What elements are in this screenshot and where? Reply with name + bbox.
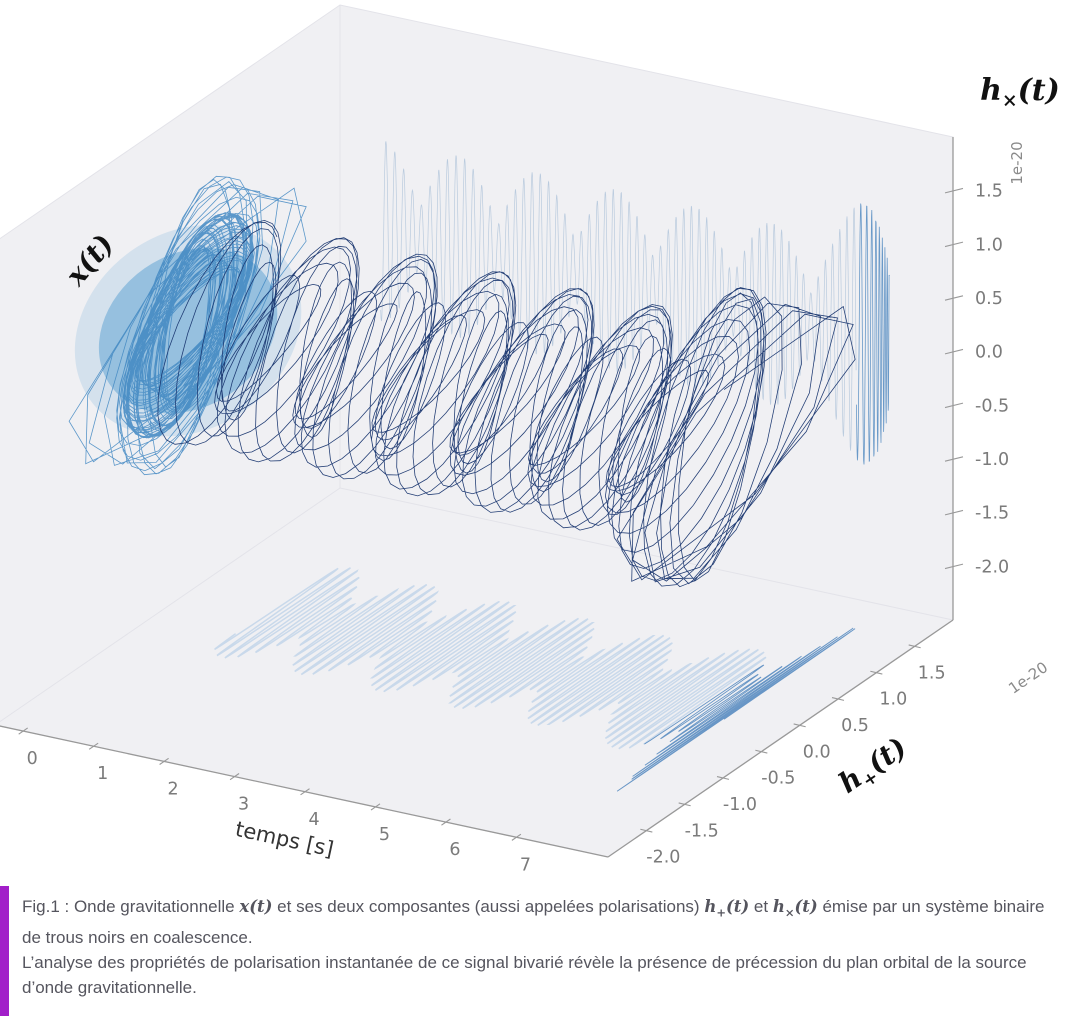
h-cross-offset-label: 1e-20 <box>1008 141 1026 184</box>
tick-label: 2 <box>168 779 179 799</box>
h-cross-tick <box>944 563 964 570</box>
caption-text-segment: L’analyse des propriétés de polarisation… <box>22 953 1027 998</box>
tick-label: -1.5 <box>975 504 1009 524</box>
tick-label: 1 <box>97 764 108 784</box>
h-plus-tick <box>870 670 883 675</box>
h-plus-tick <box>793 723 806 728</box>
tick-label: 0 <box>27 749 38 769</box>
h-cross-tick <box>944 509 964 516</box>
caption-text-segment: émise par un système binaire de trous no… <box>22 897 1045 948</box>
tick-label: 1.5 <box>918 663 946 683</box>
tick-label: 0.5 <box>841 716 869 736</box>
tick-label: 1.5 <box>975 182 1003 202</box>
tick-label: -1.0 <box>723 795 757 815</box>
h-plus-tick <box>640 828 653 833</box>
time-tick <box>370 803 381 811</box>
wall-polarisation-spiral <box>68 175 307 476</box>
math-symbol: h×(t) <box>772 897 818 920</box>
time-tick <box>511 833 522 841</box>
h-plus-tick <box>678 802 691 807</box>
tick-label: -2.0 <box>975 557 1009 577</box>
signal-3d-curve <box>157 219 856 588</box>
h-cross-tick <box>944 241 964 248</box>
figure-caption: Fig.1 : Onde gravitationnelle x(t) et se… <box>0 884 1070 1025</box>
h-plus-tick <box>716 776 730 780</box>
tick-label: 3 <box>238 795 249 815</box>
time-tick <box>159 757 169 765</box>
tick-label: 4 <box>308 810 319 830</box>
math-symbol: h+(t) <box>704 897 750 920</box>
backwall-hcross-projection-merger <box>856 203 890 465</box>
time-tick <box>88 742 99 750</box>
caption-text-segment: et ses deux composantes (aussi appelées … <box>272 897 705 916</box>
tick-label: -0.5 <box>975 396 1009 416</box>
gravitational-wave-3d-curve <box>157 219 856 588</box>
tick-label: -2.0 <box>646 848 680 868</box>
tick-label: 1.0 <box>879 690 907 710</box>
tick-label: 1.0 <box>975 235 1003 255</box>
projections <box>68 141 890 792</box>
floor-hplus-projection-merger <box>616 627 856 792</box>
h-cross-tick <box>944 187 964 194</box>
floor-hplus-projection <box>214 567 767 750</box>
tick-label: -1.5 <box>685 821 719 841</box>
pane-inner-edge <box>339 487 954 621</box>
tick-label: 0.0 <box>975 343 1003 363</box>
caption-text: Fig.1 : Onde gravitationnelle x(t) et se… <box>22 894 1062 1000</box>
tick-label: 0.0 <box>803 742 831 762</box>
wall-spiral-core <box>98 247 278 414</box>
h-cross-tick <box>944 456 964 462</box>
tick-label: 7 <box>520 855 531 875</box>
h-plus-axis-title: h+(t) <box>833 731 915 804</box>
h-cross-axis-title: h×(t) <box>980 73 1060 112</box>
h-cross-tick <box>944 295 964 301</box>
h-plus-tick <box>831 697 845 701</box>
caption-text-segment: Fig.1 : Onde gravitationnelle <box>22 897 240 916</box>
h-plus-tick <box>755 749 768 754</box>
tick-label: 6 <box>449 840 460 860</box>
tick-label: 0.5 <box>975 289 1003 309</box>
h-cross-tick <box>944 402 964 409</box>
backwall-hcross-projection <box>380 141 857 451</box>
time-axis-line <box>0 725 609 858</box>
time-axis-title: temps [s] <box>233 817 336 862</box>
axes <box>0 137 964 858</box>
h-cross-tick <box>944 348 964 355</box>
caption-accent-bar <box>0 886 9 1016</box>
h-plus-offset-label: 1e-20 <box>1005 658 1051 697</box>
h-plus-axis-line <box>607 619 954 858</box>
math-symbol: x(t) <box>239 897 273 916</box>
time-tick <box>300 788 310 796</box>
time-tick <box>229 773 240 781</box>
tick-label: 5 <box>379 825 390 845</box>
pane-inner-edge <box>0 487 341 723</box>
h-plus-tick <box>908 644 921 649</box>
tick-label: -0.5 <box>761 769 795 789</box>
time-tick <box>441 818 451 826</box>
time-tick <box>18 727 28 735</box>
tick-label: -1.0 <box>975 450 1009 470</box>
caption-text-segment: et <box>749 897 773 916</box>
